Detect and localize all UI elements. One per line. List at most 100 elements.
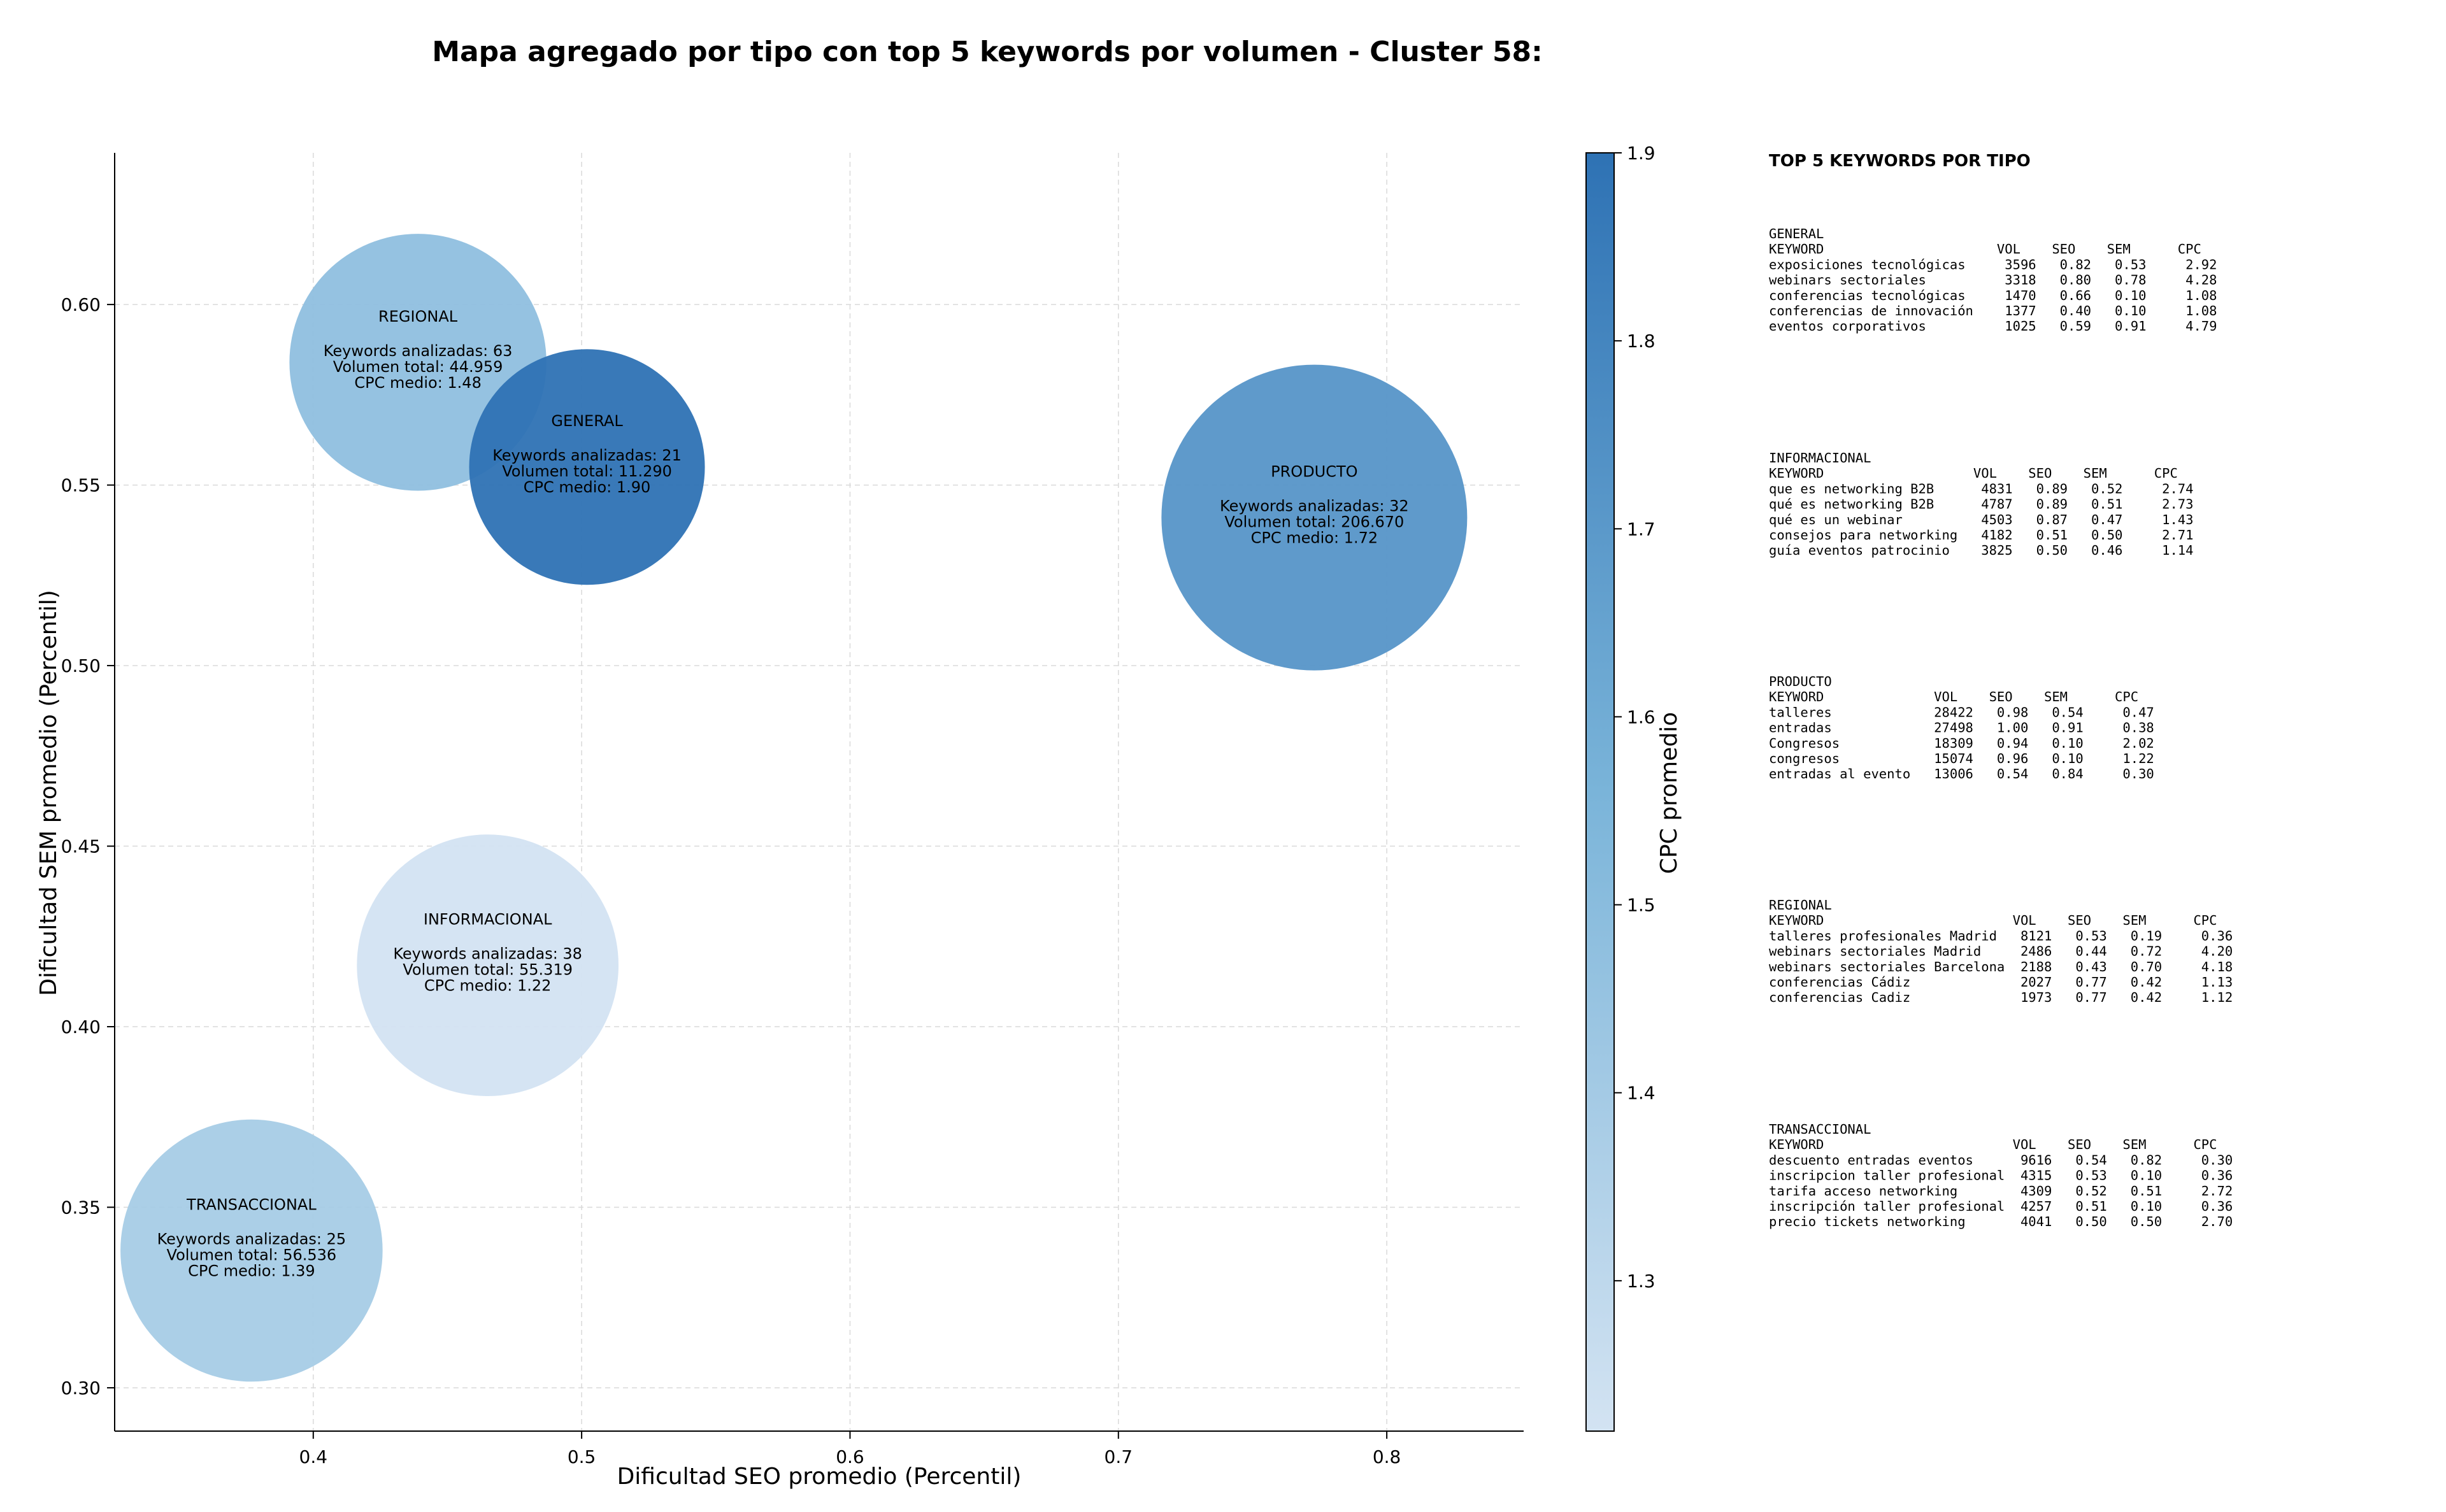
x-tick-label: 0.5 <box>568 1446 596 1467</box>
colorbar-tick-label: 1.3 <box>1627 1271 1656 1292</box>
table-row: webinars sectoriales 3318 0.80 0.78 4.28 <box>1769 273 2217 288</box>
table-header: KEYWORD VOL SEO SEM CPC <box>1769 466 2178 481</box>
bubble-label: CPC medio: 1.72 <box>1251 529 1378 547</box>
bubble-circle <box>1161 364 1468 671</box>
bubble-label: CPC medio: 1.90 <box>524 478 651 496</box>
section-heading: TRANSACCIONAL <box>1769 1122 1871 1137</box>
colorbar-tick-label: 1.6 <box>1627 706 1656 727</box>
bubble-label: CPC medio: 1.48 <box>354 374 482 392</box>
bubble-label: TRANSACCIONAL <box>186 1196 317 1214</box>
y-tick-label: 0.40 <box>61 1016 101 1038</box>
side-panel-title: TOP 5 KEYWORDS POR TIPO <box>1769 152 2031 171</box>
table-row: consejos para networking 4182 0.51 0.50 … <box>1769 527 2193 543</box>
bubble-label: Volumen total: 44.959 <box>333 358 503 376</box>
x-tick-label: 0.6 <box>836 1446 864 1467</box>
colorbar-label: CPC promedio <box>1656 712 1682 874</box>
bubble-circle <box>469 349 705 585</box>
table-row: talleres 28422 0.98 0.54 0.47 <box>1769 704 2154 720</box>
x-ticks: 0.4 0.5 0.6 0.7 0.8 <box>299 1431 1401 1467</box>
bubble-label: Volumen total: 56.536 <box>167 1246 337 1264</box>
colorbar-tick-label: 1.9 <box>1627 143 1656 164</box>
x-tick-label: 0.7 <box>1105 1446 1133 1467</box>
bubble-label: REGIONAL <box>378 308 458 325</box>
bubble-label: Volumen total: 55.319 <box>403 961 573 979</box>
table-header: KEYWORD VOL SEO SEM CPC <box>1769 689 2138 704</box>
table-row: inscripcion taller profesional 4315 0.53… <box>1769 1168 2233 1183</box>
table-row: conferencias tecnológicas 1470 0.66 0.10… <box>1769 288 2217 303</box>
y-tick-label: 0.30 <box>61 1378 101 1399</box>
bubble-label: Volumen total: 206.670 <box>1224 513 1404 531</box>
bubble-label: Keywords analizadas: 32 <box>1220 497 1409 515</box>
table-row: entradas 27498 1.00 0.91 0.38 <box>1769 720 2154 736</box>
table-header: KEYWORD VOL SEO SEM CPC <box>1769 1137 2217 1152</box>
bubble-circle <box>357 834 619 1096</box>
table-row: conferencias de innovación 1377 0.40 0.1… <box>1769 303 2217 318</box>
table-row: tarifa acceso networking 4309 0.52 0.51 … <box>1769 1183 2233 1199</box>
bubble-transaccional: TRANSACCIONAL Keywords analizadas: 25Volu… <box>120 1119 383 1382</box>
y-tick-label: 0.35 <box>61 1197 101 1218</box>
y-tick-label: 0.55 <box>61 475 101 496</box>
grid <box>115 153 1524 1431</box>
section-heading: PRODUCTO <box>1769 674 1832 689</box>
table-header: KEYWORD VOL SEO SEM CPC <box>1769 913 2217 928</box>
y-tick-label: 0.50 <box>61 655 101 676</box>
table-row: qué es networking B2B 4787 0.89 0.51 2.7… <box>1769 497 2193 512</box>
bubble-label: Keywords analizadas: 21 <box>492 446 682 464</box>
table-row: webinars sectoriales Barcelona 2188 0.43… <box>1769 959 2233 974</box>
colorbar <box>1585 152 1615 1432</box>
bubble-circle <box>120 1119 383 1382</box>
x-tick-label: 0.4 <box>299 1446 328 1467</box>
bubble-label: PRODUCTO <box>1271 463 1357 481</box>
section-heading: REGIONAL <box>1769 897 1832 913</box>
table-row: inscripción taller profesional 4257 0.51… <box>1769 1199 2233 1214</box>
bubble-label: CPC medio: 1.22 <box>424 977 552 995</box>
y-tick-label: 0.60 <box>61 294 101 315</box>
table-row: exposiciones tecnológicas 3596 0.82 0.53… <box>1769 257 2217 272</box>
bubble-label: Keywords analizadas: 38 <box>393 945 582 963</box>
colorbar-ticks: 1.3 1.4 1.5 1.6 1.7 1.8 1.9 <box>1614 143 1656 1292</box>
y-axis-label: Dificultad SEM promedio (Percentil) <box>36 590 62 996</box>
bubble-label: Keywords analizadas: 63 <box>324 342 513 360</box>
table-row: Congresos 18309 0.94 0.10 2.02 <box>1769 736 2154 751</box>
bubble-label: Volumen total: 11.290 <box>502 462 672 480</box>
table-row: eventos corporativos 1025 0.59 0.91 4.79 <box>1769 318 2217 334</box>
table-row: conferencias Cadiz 1973 0.77 0.42 1.12 <box>1769 990 2233 1005</box>
table-row: precio tickets networking 4041 0.50 0.50… <box>1769 1214 2233 1229</box>
table-row: guía eventos patrocinio 3825 0.50 0.46 1… <box>1769 543 2193 558</box>
x-axis-label: Dificultad SEO promedio (Percentil) <box>617 1464 1022 1490</box>
section-heading: GENERAL <box>1769 226 1824 241</box>
table-row: entradas al evento 13006 0.54 0.84 0.30 <box>1769 766 2154 781</box>
x-tick-label: 0.8 <box>1373 1446 1401 1467</box>
chart-title: Mapa agregado por tipo con top 5 keyword… <box>432 36 1543 68</box>
bubble-informacional: INFORMACIONAL Keywords analizadas: 38Volu… <box>357 834 619 1096</box>
bubble-label: Keywords analizadas: 25 <box>157 1230 347 1248</box>
section-heading: INFORMACIONAL <box>1769 450 1871 466</box>
table-row: webinars sectoriales Madrid 2486 0.44 0.… <box>1769 944 2233 959</box>
bubble-label: CPC medio: 1.39 <box>188 1262 315 1280</box>
bubble-label: GENERAL <box>551 412 623 430</box>
table-row: descuento entradas eventos 9616 0.54 0.8… <box>1769 1152 2233 1167</box>
colorbar-tick-label: 1.4 <box>1627 1083 1656 1104</box>
y-ticks: 0.30 0.35 0.40 0.45 0.50 0.55 0.60 <box>61 294 115 1399</box>
table-row: talleres profesionales Madrid 8121 0.53 … <box>1769 928 2233 943</box>
colorbar-tick-label: 1.8 <box>1627 331 1656 352</box>
y-tick-label: 0.45 <box>61 836 101 857</box>
colorbar-tick-label: 1.7 <box>1627 518 1656 539</box>
table-row: conferencias Cádiz 2027 0.77 0.42 1.13 <box>1769 974 2233 990</box>
table-header: KEYWORD VOL SEO SEM CPC <box>1769 241 2201 257</box>
colorbar-tick-label: 1.5 <box>1627 895 1656 916</box>
table-row: que es networking B2B 4831 0.89 0.52 2.7… <box>1769 481 2193 496</box>
table-row: congresos 15074 0.96 0.10 1.22 <box>1769 751 2154 766</box>
bubble-label: INFORMACIONAL <box>424 911 552 929</box>
table-row: qué es un webinar 4503 0.87 0.47 1.43 <box>1769 512 2193 527</box>
